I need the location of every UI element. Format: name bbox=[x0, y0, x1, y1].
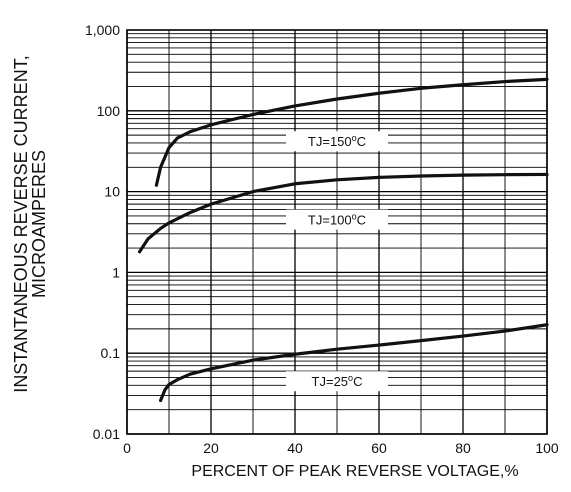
y-tick-label: 100 bbox=[97, 103, 121, 119]
series-label-unit: C bbox=[357, 213, 366, 228]
series-label-unit: C bbox=[353, 374, 362, 389]
x-tick-label: 40 bbox=[287, 440, 303, 456]
series-label-unit: C bbox=[357, 134, 366, 149]
y-tick-label: 1,000 bbox=[85, 22, 120, 38]
series-lines bbox=[138, 77, 549, 403]
x-axis-label: PERCENT OF PEAK REVERSE VOLTAGE,% bbox=[191, 463, 518, 480]
series-label-degree: o bbox=[352, 133, 357, 143]
series-line bbox=[159, 323, 549, 403]
series-label-degree: o bbox=[348, 373, 353, 383]
y-tick-label: 10 bbox=[104, 184, 120, 200]
y-tick-label: 0.1 bbox=[101, 345, 121, 361]
series-label: TJ=100oC bbox=[308, 212, 366, 228]
x-tick-label: 60 bbox=[371, 440, 387, 456]
y-axis-label-line-1: INSTANTANEOUS REVERSE CURRENT, bbox=[11, 55, 31, 392]
series-line bbox=[138, 172, 549, 254]
series-label-main: TJ=150 bbox=[308, 134, 352, 149]
series-label-background bbox=[286, 371, 388, 392]
series-label-main: TJ=25 bbox=[312, 374, 349, 389]
x-tick-label: 20 bbox=[203, 440, 219, 456]
x-tick-label: 0 bbox=[123, 440, 131, 456]
plot-frame bbox=[126, 29, 548, 435]
series-label-degree: o bbox=[352, 212, 357, 222]
series-label-background bbox=[286, 209, 388, 230]
series-label-background bbox=[286, 131, 388, 152]
axis-ticks: 0.01 0.1 1 10 100 1,000 0 20 40 60 80 100 bbox=[85, 22, 559, 456]
series-line bbox=[154, 77, 549, 187]
x-tick-label: 100 bbox=[535, 440, 559, 456]
y-tick-label: 1 bbox=[112, 264, 120, 280]
series-label: TJ=25oC bbox=[312, 373, 363, 389]
series-label: TJ=150oC bbox=[308, 133, 366, 149]
x-tick-label: 80 bbox=[455, 440, 471, 456]
plot-border bbox=[126, 29, 548, 435]
y-axis-label-line-2: MICROAMPERES bbox=[29, 150, 49, 298]
y-tick-label: 0.01 bbox=[93, 426, 120, 442]
series-label-main: TJ=100 bbox=[308, 213, 352, 228]
